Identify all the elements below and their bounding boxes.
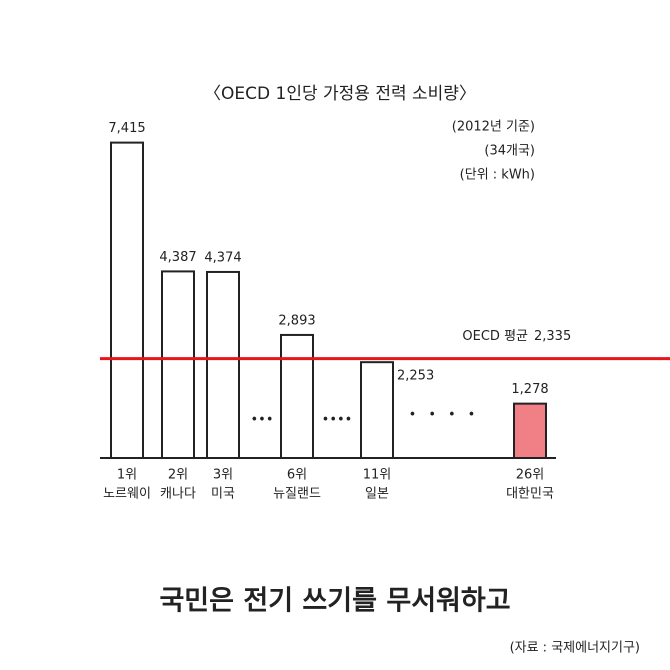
rank-label: 26위 [516,468,545,483]
rank-label: 2위 [168,468,188,483]
x-tick-label: 미국 [211,487,235,502]
x-tick-label: 일본 [365,487,389,502]
value-label: 2,893 [278,313,315,328]
ellipsis: •••• [322,413,353,428]
note: (34개국) [484,144,535,159]
bar [513,402,547,459]
average-label: 2,335 [534,329,571,344]
rank-label: 3위 [213,468,233,483]
value-label: 4,387 [159,250,196,265]
bar [360,361,394,459]
value-label: 1,278 [511,382,548,397]
value-label: 7,415 [108,121,145,136]
footer: 국민은 전기 쓰기를 무서워하고 [159,586,510,617]
chart-title: 〈OECD 1인당 가정용 전력 소비량〉 [204,84,476,104]
value-label: 2,253 [397,369,434,384]
x-tick-label: 노르웨이 [103,487,151,502]
ellipsis: ••• [250,413,273,428]
rank-label: 6위 [287,468,307,483]
average-name: OECD 평균 [462,329,528,344]
rank-label: 1위 [117,468,137,483]
note: (단위 : kWh) [460,168,535,183]
bar [161,270,195,460]
x-tick-label: 캐나다 [160,487,196,502]
bar [280,333,314,460]
x-tick-label: 대한민국 [506,487,554,502]
bar [110,141,144,459]
value-label: 4,374 [204,250,241,265]
rank-label: 11위 [363,468,392,483]
note: (2012년 기준) [452,120,535,135]
ellipsis: •••• [409,408,488,423]
source: (자료 : 국제에너지기구) [510,641,640,656]
bar [206,270,240,459]
x-tick-label: 뉴질랜드 [273,487,321,502]
